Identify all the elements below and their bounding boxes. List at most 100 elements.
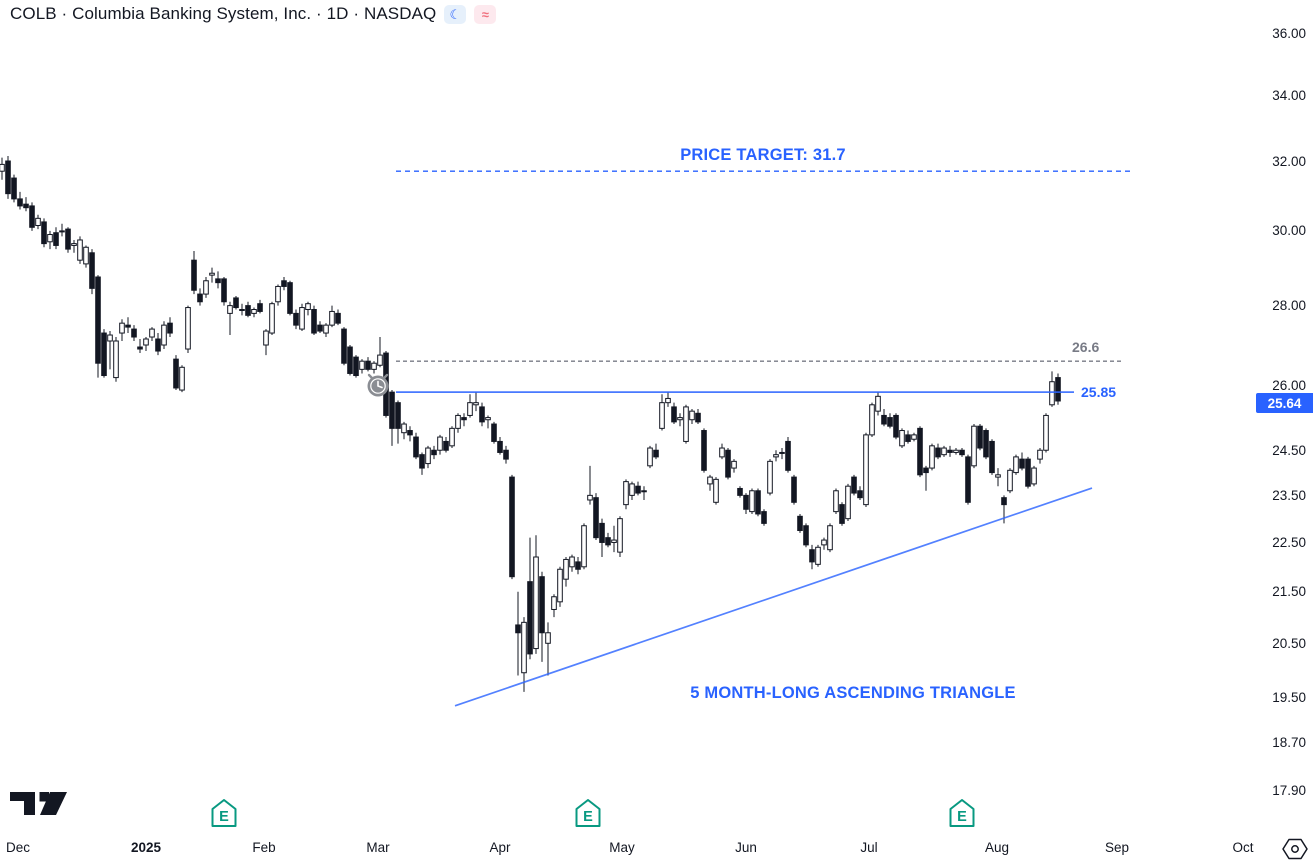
candle-down xyxy=(635,481,641,496)
candle-up xyxy=(47,230,53,250)
candle-up xyxy=(239,303,245,316)
candle-down xyxy=(725,448,731,480)
candle-down xyxy=(389,390,395,446)
price-tick-label: 23.50 xyxy=(1272,487,1306,503)
candle-up xyxy=(707,474,713,491)
candle-down xyxy=(155,333,161,356)
candle-up xyxy=(779,448,785,460)
time-scale[interactable]: Dec 2025 Feb Mar Apr May Jun Jul Aug Sep Oct xyxy=(0,834,1313,862)
candle-down xyxy=(1055,373,1061,405)
candle-up xyxy=(377,337,383,368)
candle-down xyxy=(419,452,425,475)
candle-up xyxy=(821,537,827,550)
candle-up xyxy=(689,409,695,425)
candle-up xyxy=(71,239,77,253)
candle-up xyxy=(401,421,407,440)
approximate-data-icon[interactable]: ≈ xyxy=(474,4,497,24)
candle-up xyxy=(425,445,431,469)
candle-up xyxy=(485,415,491,429)
candle-up xyxy=(149,327,155,342)
candle-up xyxy=(0,157,5,180)
earnings-marker-icon[interactable]: E xyxy=(575,799,601,827)
candle-up xyxy=(827,523,833,553)
time-tick-label: Sep xyxy=(1104,840,1130,855)
candle-up xyxy=(455,413,461,433)
symbol-legend[interactable]: COLB · Columbia Banking System, Inc. · 1… xyxy=(10,4,497,24)
candle-up xyxy=(863,432,869,507)
candle-up xyxy=(767,459,773,496)
candle-down xyxy=(41,218,47,248)
tradingview-logo[interactable] xyxy=(10,792,67,815)
candle-up xyxy=(677,413,683,427)
candle-up xyxy=(749,488,755,514)
price-target-label[interactable]: PRICE TARGET: 31.7 xyxy=(680,146,846,164)
price-tick-label: 36.00 xyxy=(1272,25,1306,41)
candle-up xyxy=(371,361,377,374)
candle-down xyxy=(1019,452,1025,471)
candle-down xyxy=(527,537,533,660)
time-tick-label: Dec xyxy=(5,840,31,855)
price-tick-label: 20.50 xyxy=(1272,635,1306,651)
candle-down xyxy=(839,502,845,526)
candle-down xyxy=(335,309,341,326)
candle-up xyxy=(1037,448,1043,464)
candle-down xyxy=(431,445,437,460)
earnings-marker-icon[interactable]: E xyxy=(211,799,237,827)
price-tick-label: 19.50 xyxy=(1272,689,1306,705)
horizontal-line-price-label[interactable]: 25.85 xyxy=(1081,384,1117,400)
candle-down xyxy=(347,345,353,376)
candle-up xyxy=(713,477,719,505)
candle-down xyxy=(5,155,11,199)
candle-up xyxy=(911,432,917,442)
candle-down xyxy=(407,426,413,442)
resistance-price-label[interactable]: 26.6 xyxy=(1072,339,1100,355)
candle-down xyxy=(167,317,173,338)
time-tick-label: Feb xyxy=(252,840,276,855)
candle-up xyxy=(641,486,647,500)
candle-down xyxy=(479,402,485,427)
symbol-title[interactable]: COLB · Columbia Banking System, Inc. · 1… xyxy=(10,4,437,23)
candle-down xyxy=(29,202,35,231)
candle-down xyxy=(803,523,809,548)
candle-down xyxy=(11,174,17,203)
candle-up xyxy=(35,214,41,230)
candle-up xyxy=(731,459,737,473)
candle-down xyxy=(743,493,749,514)
candle-up xyxy=(263,329,269,356)
candle-down xyxy=(797,513,803,533)
candle-down xyxy=(917,426,923,478)
ascending-triangle-label[interactable]: 5 MONTH-LONG ASCENDING TRIANGLE xyxy=(690,684,1016,702)
earnings-marker-icon[interactable]: E xyxy=(949,799,975,827)
candle-down xyxy=(605,532,611,548)
candle-up xyxy=(77,236,83,264)
candle-up xyxy=(1013,454,1019,475)
candle-down xyxy=(851,474,857,496)
candle-up xyxy=(449,426,455,449)
svg-text:E: E xyxy=(219,809,229,825)
candle-up xyxy=(299,303,305,332)
timescale-settings-icon[interactable] xyxy=(1282,838,1308,860)
candle-up xyxy=(161,321,167,350)
candle-down xyxy=(695,409,701,425)
market-closed-moon-icon[interactable]: ☾ xyxy=(444,4,467,24)
candle-up xyxy=(929,443,935,471)
candle-up xyxy=(251,307,257,318)
alert-clock-icon[interactable] xyxy=(367,373,389,397)
time-tick-label: Jun xyxy=(735,840,757,855)
candle-up xyxy=(1043,413,1049,453)
last-price-badge: 25.64 xyxy=(1256,393,1313,414)
candle-down xyxy=(1001,495,1007,524)
price-scale[interactable]: 36.00 34.00 32.00 30.00 28.00 26.00 24.50 23.50… xyxy=(1251,0,1313,830)
price-tick-label: 30.00 xyxy=(1272,223,1306,239)
candle-up xyxy=(1007,468,1013,494)
candle-down xyxy=(89,249,95,295)
candle-up xyxy=(845,483,851,522)
candle-down xyxy=(893,413,899,440)
candle-up xyxy=(359,359,365,374)
candle-down xyxy=(353,355,359,378)
time-tick-label: Apr xyxy=(489,840,511,855)
ascending-trendline[interactable] xyxy=(454,487,1093,707)
candle-up xyxy=(941,445,947,457)
candle-up xyxy=(971,424,977,469)
